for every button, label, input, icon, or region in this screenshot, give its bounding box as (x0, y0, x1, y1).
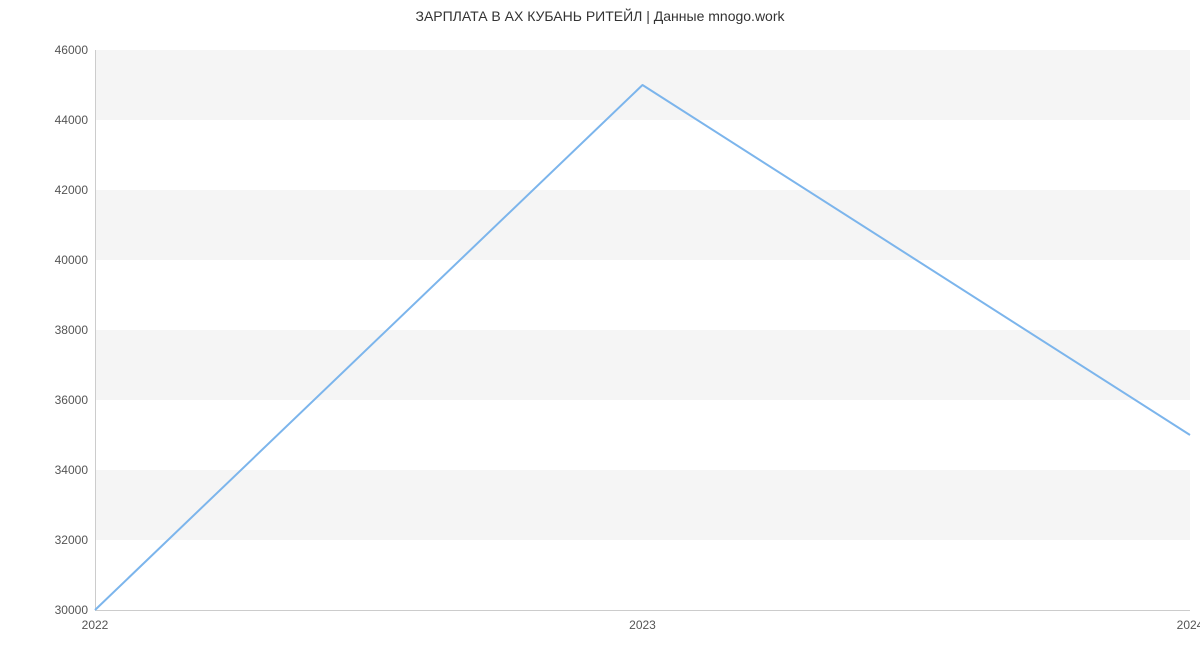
y-tick-label: 30000 (40, 603, 88, 617)
x-tick-label: 2023 (629, 618, 656, 632)
y-tick-label: 38000 (40, 323, 88, 337)
chart-container: ЗАРПЛАТА В АХ КУБАНЬ РИТЕЙЛ | Данные mno… (0, 0, 1200, 650)
y-tick-label: 34000 (40, 463, 88, 477)
y-tick-label: 40000 (40, 253, 88, 267)
data-line (95, 50, 1190, 610)
x-axis-line (95, 610, 1190, 611)
x-tick-label: 2024 (1177, 618, 1200, 632)
y-tick-label: 32000 (40, 533, 88, 547)
x-tick-label: 2022 (82, 618, 109, 632)
plot-area: 3000032000340003600038000400004200044000… (95, 50, 1190, 610)
y-tick-label: 42000 (40, 183, 88, 197)
y-tick-label: 46000 (40, 43, 88, 57)
y-tick-label: 44000 (40, 113, 88, 127)
chart-title: ЗАРПЛАТА В АХ КУБАНЬ РИТЕЙЛ | Данные mno… (0, 8, 1200, 24)
y-tick-label: 36000 (40, 393, 88, 407)
